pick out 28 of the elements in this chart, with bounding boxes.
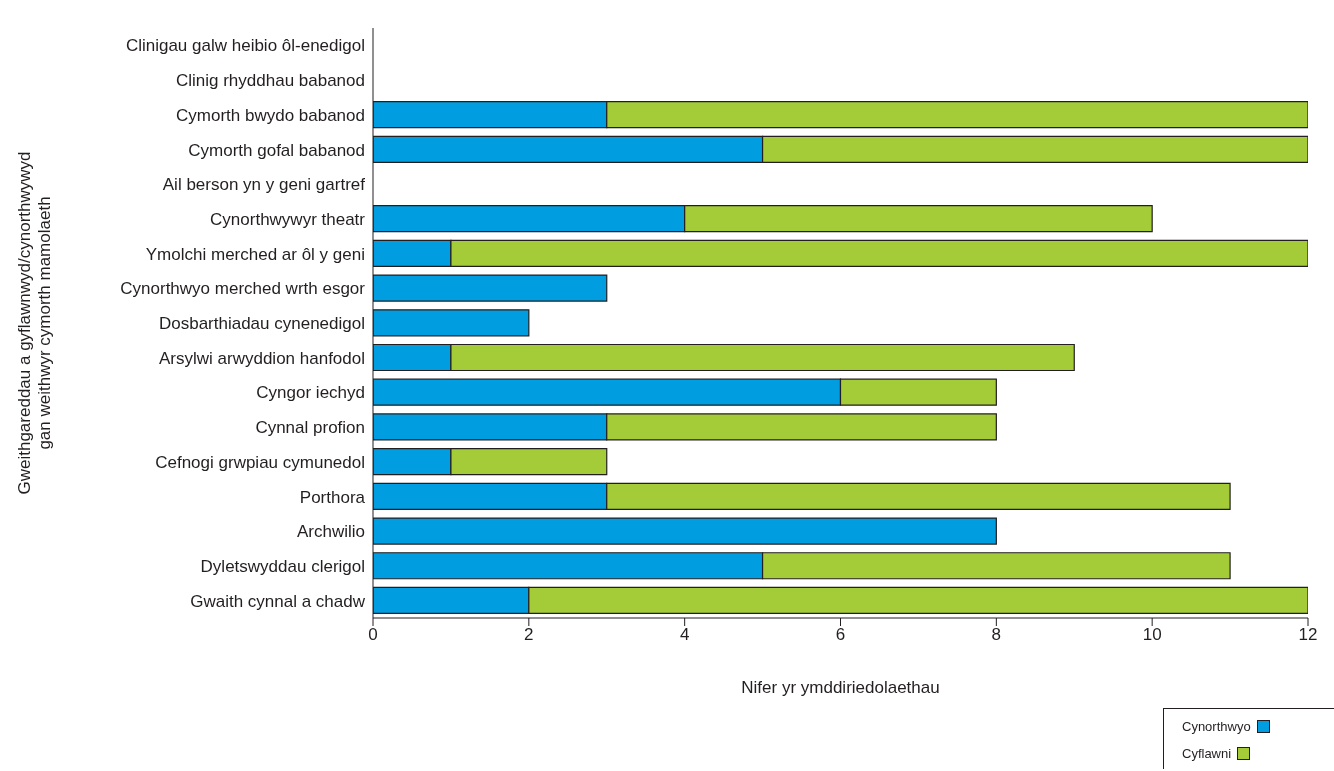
y-tick-label: Dyletswyddau clerigol xyxy=(200,556,365,576)
y-tick-label: Clinig rhyddhau babanod xyxy=(175,71,365,91)
y-tick-label: Cefnogi grwpiau cymunedol xyxy=(155,452,365,472)
x-tick-label: 4 xyxy=(679,625,690,645)
y-tick-label: Cynorthwyo merched wrth esgor xyxy=(120,279,366,299)
x-tick-label: 6 xyxy=(835,625,846,645)
y-tick-label: Cymorth bwydo babanod xyxy=(175,105,365,125)
y-tick-label: Arsylwi arwyddion hanfodol xyxy=(159,348,365,368)
y-tick-label: Cynnal profion xyxy=(255,418,365,438)
legend-label: Cynorthwyo xyxy=(1182,719,1251,734)
y-tick-label: Cymorth gofal babanod xyxy=(188,140,365,160)
x-tick-label: 10 xyxy=(1142,625,1162,645)
x-tick-label: 2 xyxy=(524,625,534,645)
y-tick-label: Clinigau galw heibio ôl-enedigol xyxy=(125,36,365,56)
y-tick-label: Ymolchi merched ar ôl y geni xyxy=(145,244,365,264)
x-tick-label: 12 xyxy=(1298,625,1318,645)
y-tick-label: Cyngor iechyd xyxy=(256,383,365,403)
y-tick-label: Porthora xyxy=(299,487,366,507)
x-tick-label: 0 xyxy=(368,625,378,645)
y-tick-label: Dosbarthiadau cynenedigol xyxy=(158,314,365,334)
x-axis-title: Nifer yr ymddiriedolaethau xyxy=(741,678,940,697)
legend-label: Cyflawni xyxy=(1182,746,1232,761)
y-tick-label: Ail berson yn y geni gartref xyxy=(162,175,366,195)
y-axis-title: Gweithgareddau a gyflawnwyd/cynorthwywyd gan weithwyr cymorth mamolaeth xyxy=(15,151,54,495)
y-tick-label: Cynorthwywyr theatr xyxy=(210,209,366,229)
x-tick-label: 8 xyxy=(991,625,1002,645)
y-tick-label: Archwilio xyxy=(296,522,365,542)
y-tick-label: Gwaith cynnal a chadw xyxy=(190,591,366,611)
